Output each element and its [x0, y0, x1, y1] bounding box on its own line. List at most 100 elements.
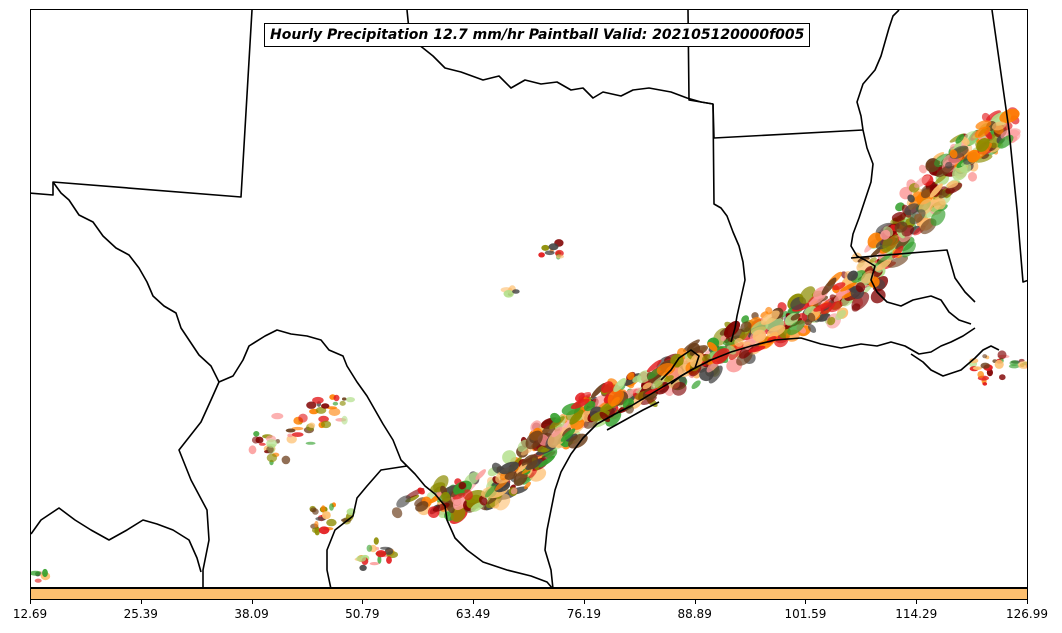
precip-blob — [562, 427, 572, 437]
precip-blob — [298, 413, 308, 423]
precip-blob — [384, 547, 394, 555]
precip-blob — [955, 133, 965, 144]
precip-blob — [672, 381, 687, 396]
precip-blob — [976, 138, 990, 152]
precip-blob — [266, 453, 278, 463]
precip-blob — [827, 316, 836, 326]
red-river-border — [52, 181, 220, 383]
precip-blob — [982, 354, 988, 359]
precip-blob — [880, 229, 891, 240]
precip-blob — [629, 387, 641, 394]
precip-blob — [441, 492, 451, 502]
precip-blob — [326, 518, 337, 527]
precip-blob — [701, 353, 711, 362]
precip-blob — [306, 401, 317, 409]
precip-blob — [285, 428, 296, 433]
precip-blob — [946, 180, 959, 189]
precip-blob — [932, 196, 946, 210]
la-ms-border — [850, 249, 976, 303]
precip-blob — [375, 550, 387, 558]
precip-blob — [329, 503, 334, 511]
precip-blob — [551, 426, 563, 438]
precip-blob — [930, 209, 946, 226]
precip-blob — [538, 455, 555, 468]
colorbar-tick — [1027, 600, 1028, 604]
precip-blob — [807, 324, 817, 333]
precip-blob — [345, 397, 355, 403]
precip-blob — [417, 487, 425, 495]
precip-blob — [359, 564, 367, 572]
precip-blob — [373, 537, 379, 545]
precip-blob — [541, 244, 550, 251]
precip-blob — [813, 302, 832, 312]
precip-blob — [840, 282, 857, 292]
precip-blob — [982, 382, 988, 386]
precip-blob — [377, 555, 382, 564]
colorbar-tick — [473, 600, 475, 604]
precip-blob — [707, 341, 718, 352]
colorbar-tick-label: 126.99 — [1006, 607, 1048, 621]
map-panel: Hourly Precipitation 12.7 mm/hr Paintbal… — [30, 9, 1028, 588]
colorbar-tick-label: 25.39 — [123, 607, 158, 621]
precip-blob — [248, 445, 257, 455]
map-canvas — [31, 10, 1027, 587]
precip-blob — [523, 481, 532, 490]
precip-blob — [333, 394, 340, 402]
precip-blob — [945, 161, 953, 169]
precip-blob — [708, 365, 723, 384]
precip-blob — [321, 403, 330, 409]
precip-blob — [287, 433, 294, 438]
precip-blob — [929, 183, 943, 198]
precip-blob — [332, 401, 339, 406]
precip-blob — [835, 310, 847, 321]
mexico-border-west — [31, 507, 202, 573]
precip-blob — [787, 320, 805, 336]
political-borders — [31, 10, 1027, 587]
precip-blob — [610, 396, 620, 407]
colorbar-tick — [805, 600, 807, 604]
precip-blob — [312, 527, 319, 533]
precip-blob — [920, 187, 933, 199]
precip-blob — [458, 481, 467, 490]
precip-blob — [914, 175, 931, 188]
precip-blob — [386, 556, 392, 564]
precip-blob — [499, 461, 519, 475]
precip-blob — [894, 221, 908, 233]
precip-blob — [526, 456, 538, 470]
precip-blob — [478, 495, 488, 506]
precip-blob — [312, 396, 324, 404]
precip-blob — [34, 578, 42, 583]
galveston-bay — [660, 349, 700, 385]
mississippi-river — [850, 10, 972, 325]
precip-blob — [475, 469, 486, 481]
precip-blob — [918, 164, 927, 174]
tx-la-border — [712, 103, 746, 343]
precip-blob — [748, 345, 766, 353]
precip-blob — [991, 121, 1006, 131]
precip-blob — [997, 350, 1007, 360]
precip-blob — [513, 470, 528, 486]
precip-blob — [308, 422, 316, 429]
precip-blob — [999, 374, 1006, 381]
precip-blob — [415, 501, 429, 512]
precip-blob — [760, 310, 780, 325]
precip-blob — [999, 108, 1020, 124]
precip-blob — [613, 378, 627, 392]
precip-blob — [980, 362, 990, 369]
precip-blob — [887, 255, 909, 268]
precip-blob — [271, 412, 284, 420]
rio-grande-south — [218, 329, 553, 587]
precip-blob — [851, 303, 861, 312]
precip-blob — [266, 439, 277, 448]
precip-blob — [790, 313, 801, 321]
precip-blob — [528, 468, 538, 479]
colorbar — [30, 588, 1028, 600]
precip-blob — [452, 492, 466, 500]
la-coast-bayou — [910, 345, 1000, 377]
colorbar-tick-label: 50.79 — [345, 607, 380, 621]
colorbar-tick-label: 114.29 — [895, 607, 938, 621]
precip-blob — [322, 511, 331, 520]
precip-blob — [341, 415, 348, 425]
precip-blob — [945, 182, 963, 194]
map-title: Hourly Precipitation 12.7 mm/hr Paintbal… — [264, 23, 811, 47]
